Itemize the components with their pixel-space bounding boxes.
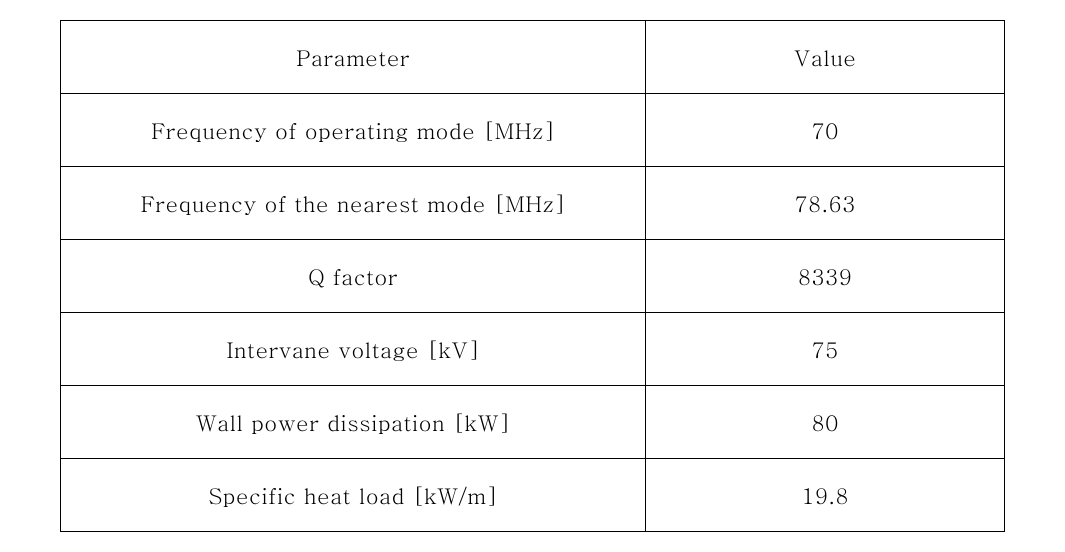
cell-value: 78.63 <box>646 167 1005 240</box>
table-row: Q factor 8339 <box>61 240 1005 313</box>
cell-value: 19.8 <box>646 459 1005 532</box>
parameter-table-container: Parameter Value Frequency of operating m… <box>0 0 1065 552</box>
cell-parameter: Q factor <box>61 240 646 313</box>
header-parameter: Parameter <box>61 21 646 94</box>
table-row: Intervane voltage [kV] 75 <box>61 313 1005 386</box>
table-row: Frequency of operating mode [MHz] 70 <box>61 94 1005 167</box>
cell-value: 75 <box>646 313 1005 386</box>
cell-parameter: Wall power dissipation [kW] <box>61 386 646 459</box>
cell-parameter: Frequency of the nearest mode [MHz] <box>61 167 646 240</box>
table-header-row: Parameter Value <box>61 21 1005 94</box>
cell-value: 8339 <box>646 240 1005 313</box>
cell-value: 80 <box>646 386 1005 459</box>
table-row: Specific heat load [kW/m] 19.8 <box>61 459 1005 532</box>
cell-value: 70 <box>646 94 1005 167</box>
table-row: Wall power dissipation [kW] 80 <box>61 386 1005 459</box>
cell-parameter: Intervane voltage [kV] <box>61 313 646 386</box>
parameter-table: Parameter Value Frequency of operating m… <box>60 20 1005 532</box>
header-value: Value <box>646 21 1005 94</box>
cell-parameter: Frequency of operating mode [MHz] <box>61 94 646 167</box>
cell-parameter: Specific heat load [kW/m] <box>61 459 646 532</box>
table-row: Frequency of the nearest mode [MHz] 78.6… <box>61 167 1005 240</box>
